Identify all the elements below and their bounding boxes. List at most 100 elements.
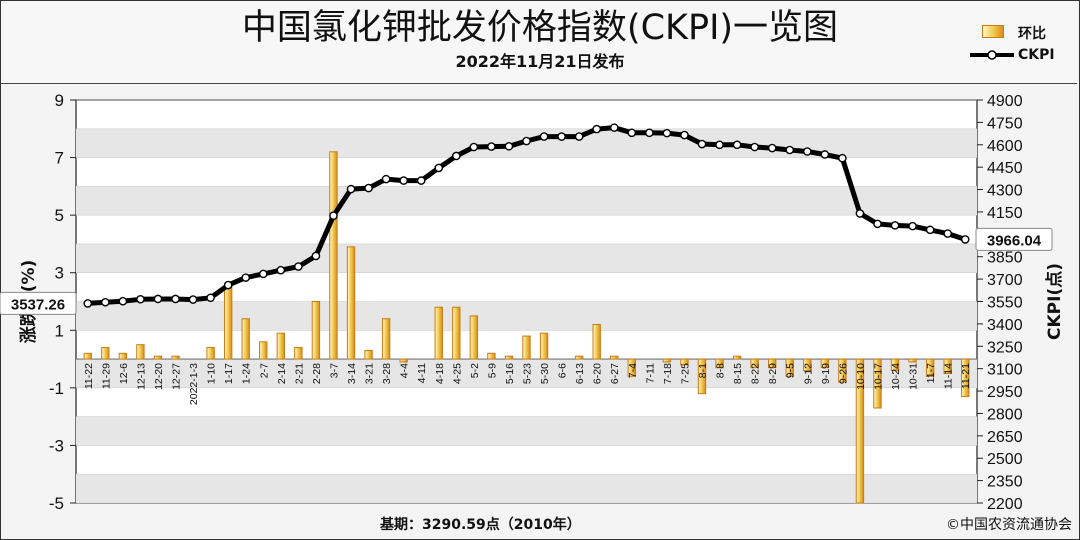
- bar: [890, 358, 900, 372]
- x-tick-label: 2-14: [276, 363, 288, 384]
- ckpi-point: [188, 295, 198, 304]
- left-axis-tick-label: 3: [55, 264, 64, 283]
- bar: [680, 358, 689, 366]
- bar: [118, 352, 128, 360]
- ckpi-point: [645, 128, 654, 138]
- grid-band: [76, 416, 977, 446]
- bar: [873, 358, 882, 409]
- x-tick-label: 1-24: [241, 363, 253, 384]
- right-axis-tick-label: 4300: [987, 183, 1023, 200]
- ckpi-point: [258, 269, 268, 279]
- chart-title: 中国氯化钾批发价格指数(CKPI)一览图: [241, 8, 839, 48]
- bar: [943, 358, 952, 374]
- ckpi-point: [627, 128, 637, 138]
- x-tick-label: 6-13: [574, 363, 586, 384]
- bar: [434, 306, 443, 360]
- x-tick-label: 1-17: [223, 363, 235, 384]
- right-axis-tick-label: 3700: [987, 272, 1023, 289]
- bar: [662, 358, 672, 363]
- x-tick-label: 5-9: [486, 363, 498, 378]
- x-tick-label: 11-7: [925, 363, 937, 383]
- x-tick-label: 8-1: [697, 363, 709, 378]
- ckpi-point: [592, 124, 601, 134]
- bar: [627, 358, 636, 377]
- x-tick-label: 7-18: [662, 363, 674, 384]
- bar: [329, 151, 338, 360]
- ckpi-point: [83, 299, 93, 308]
- left-axis-tick-label: -1: [49, 379, 64, 398]
- bar: [136, 344, 145, 360]
- legend-line-label: CKPI: [1018, 47, 1055, 63]
- bar: [364, 349, 373, 360]
- right-axis-tick-label: 4150: [987, 205, 1023, 222]
- ckpi-point: [715, 140, 724, 150]
- ckpi-point: [346, 184, 356, 194]
- ckpi-point: [908, 221, 917, 231]
- ckpi-point: [802, 147, 812, 156]
- ckpi-point: [662, 128, 672, 138]
- last-value-label: 3966.04: [987, 232, 1042, 249]
- x-tick-label: 5-23: [522, 363, 534, 384]
- bar: [522, 335, 531, 360]
- x-tick-label: 6-27: [609, 363, 621, 384]
- right-axis-tick-label: 2800: [987, 406, 1023, 423]
- ckpi-point: [785, 145, 795, 155]
- bar: [171, 355, 180, 360]
- ckpi-point: [364, 183, 373, 193]
- x-tick-label: 10-17: [872, 363, 884, 390]
- bar: [908, 358, 917, 363]
- legend-item-bar: 环比: [968, 20, 1072, 42]
- bar: [241, 318, 250, 360]
- bar: [504, 355, 514, 360]
- ckpi-point: [399, 176, 408, 185]
- grid-band: [76, 301, 977, 331]
- ckpi-point: [855, 209, 865, 218]
- legend-line-swatch: [970, 50, 1014, 60]
- ckpi-point: [838, 153, 847, 163]
- x-tick-label: 8-8: [715, 363, 727, 378]
- x-tick-label: 3-28: [381, 363, 393, 384]
- ckpi-point: [241, 273, 251, 282]
- ckpi-point: [925, 225, 935, 235]
- x-tick-label: 5-2: [469, 363, 481, 378]
- x-tick-label: 3-7: [328, 363, 340, 378]
- ckpi-point: [153, 294, 163, 304]
- ckpi-point: [609, 123, 619, 132]
- bar: [855, 358, 865, 504]
- bar: [223, 283, 233, 360]
- bar: [276, 332, 285, 360]
- ckpi-point: [960, 235, 970, 244]
- right-axis-title: CKPI(点): [1044, 263, 1065, 340]
- x-tick-label: 3-14: [346, 363, 358, 384]
- ckpi-point: [311, 251, 321, 261]
- grid-band: [76, 243, 977, 273]
- ckpi-point: [329, 211, 338, 220]
- x-tick-label: 9-5: [785, 363, 797, 378]
- ckpi-point: [750, 142, 759, 152]
- bar: [346, 246, 356, 360]
- right-axis-tick-label: 3550: [987, 295, 1023, 312]
- right-axis-tick-label: 3250: [987, 339, 1023, 356]
- bar: [259, 341, 268, 360]
- ckpi-point: [873, 219, 882, 229]
- first-value-label-box: [0, 291, 77, 315]
- ckpi-point: [206, 293, 215, 303]
- x-tick-label: 6-20: [592, 363, 604, 384]
- header-band: [1, 1, 1077, 84]
- ckpi-point: [504, 141, 514, 151]
- footer-copyright: ©中国农资流通协会: [946, 517, 1072, 533]
- x-tick-label: 11-29: [100, 363, 112, 389]
- left-axis-tick-label: -5: [49, 494, 64, 513]
- bar: [101, 347, 110, 360]
- bar: [697, 358, 707, 395]
- ckpi-point: [452, 151, 461, 161]
- bar: [539, 332, 549, 360]
- bar: [592, 324, 601, 360]
- bar: [785, 358, 794, 377]
- bar: [925, 358, 935, 377]
- footer-base: 基期：3290.59点（2010年）: [380, 517, 581, 533]
- x-tick-label: 4-11: [416, 363, 428, 383]
- right-axis-tick-label: 4750: [987, 115, 1023, 132]
- ckpi-point: [522, 136, 531, 146]
